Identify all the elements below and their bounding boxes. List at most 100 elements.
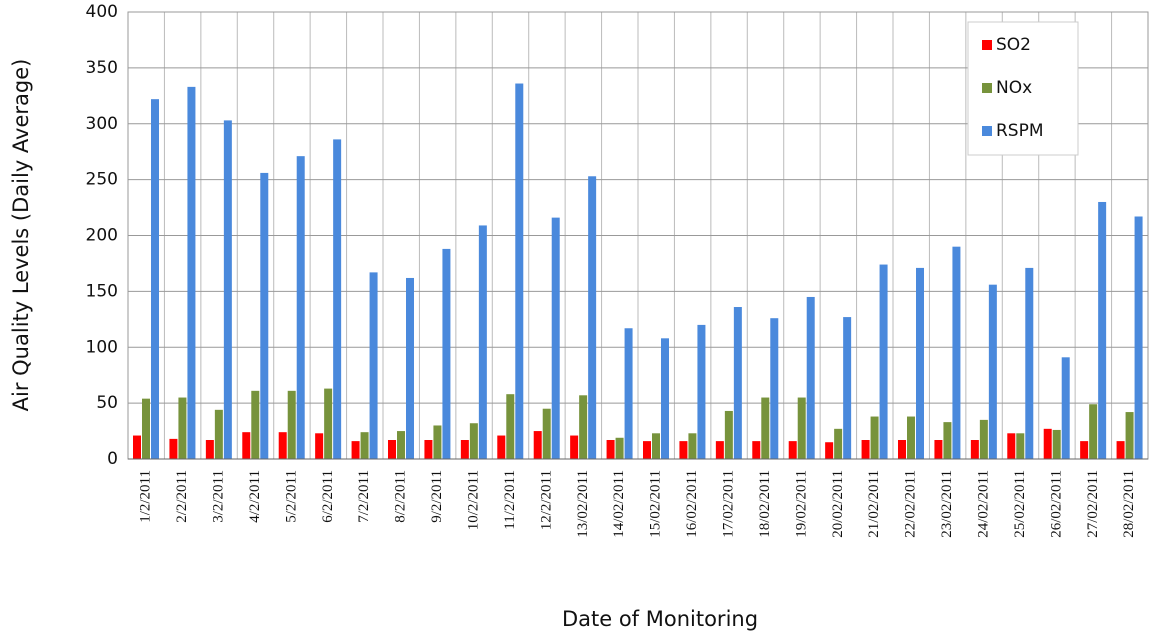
bar (187, 86, 196, 459)
bar (551, 217, 560, 459)
bar (733, 307, 742, 459)
y-tick-label: 300 (86, 114, 118, 134)
bar (469, 423, 478, 459)
bar (1089, 404, 1098, 459)
legend-swatch (982, 40, 992, 50)
legend-label: RSPM (996, 121, 1044, 141)
y-tick-label: 200 (86, 226, 118, 246)
bar (214, 409, 223, 459)
x-tick-label: 1/2/2011 (138, 470, 154, 523)
x-tick-label: 5/2/2011 (283, 470, 299, 523)
bar (388, 440, 396, 459)
x-tick-label: 10/2/2011 (466, 470, 482, 530)
bar (797, 397, 806, 459)
bar (652, 433, 660, 459)
bar (825, 442, 834, 459)
bar (497, 435, 506, 459)
bar (133, 435, 141, 459)
bar (151, 99, 159, 459)
x-tick-label: 2/2/2011 (174, 470, 190, 523)
bar (478, 225, 487, 459)
legend-swatch (982, 126, 992, 136)
bar (169, 438, 178, 459)
y-tick-label: 350 (86, 58, 118, 78)
x-tick-label: 24/02/2011 (976, 470, 992, 538)
x-tick-label: 27/02/2011 (1085, 470, 1101, 538)
x-axis-title: Date of Monitoring (562, 607, 758, 631)
bar (296, 156, 305, 459)
legend-label: SO2 (996, 35, 1031, 55)
bar (142, 398, 150, 459)
bar (570, 435, 579, 459)
legend-label: NOx (996, 78, 1032, 98)
bar (442, 248, 451, 459)
legend-swatch (982, 83, 992, 93)
x-tick-label: 17/02/2011 (721, 470, 737, 538)
x-tick-label: 7/2/2011 (356, 470, 372, 523)
bar (278, 432, 287, 459)
bar (988, 284, 997, 459)
bar (397, 431, 405, 459)
bar (542, 408, 551, 459)
bar (588, 176, 597, 459)
x-tick-label: 23/02/2011 (939, 470, 955, 538)
bar (870, 416, 879, 459)
x-tick-label: 25/02/2011 (1012, 470, 1028, 538)
x-tick-label: 3/2/2011 (211, 470, 227, 523)
x-tick-label: 12/2/2011 (538, 470, 554, 530)
bar (606, 440, 615, 459)
bar (433, 425, 442, 459)
bar (979, 419, 988, 459)
bar (1025, 267, 1034, 459)
bar (1052, 429, 1061, 459)
bar (324, 388, 333, 459)
bar (1134, 216, 1143, 459)
y-axis-title: Air Quality Levels (Daily Average) (9, 59, 33, 412)
x-tick-label: 22/02/2011 (903, 470, 919, 538)
bar (1125, 412, 1134, 459)
x-tick-label: 21/02/2011 (866, 470, 882, 538)
bar (643, 441, 651, 459)
bar (843, 317, 852, 459)
y-tick-label: 150 (86, 281, 118, 301)
bar (752, 441, 761, 459)
bar (369, 272, 378, 459)
x-tick-label: 9/2/2011 (429, 470, 445, 523)
bar (260, 172, 269, 460)
y-tick-label: 50 (96, 393, 118, 413)
bar (1080, 441, 1089, 459)
bar (506, 394, 515, 459)
bar (861, 440, 870, 459)
bar (661, 338, 669, 459)
bar (916, 267, 924, 459)
bar (788, 441, 797, 459)
x-tick-label: 15/02/2011 (648, 470, 664, 538)
bar (1098, 201, 1107, 459)
bar (761, 397, 770, 459)
bar (970, 440, 979, 459)
bar (615, 437, 624, 459)
bar (898, 440, 906, 459)
bar (879, 264, 888, 459)
bar (943, 422, 952, 459)
x-tick-label: 11/2/2011 (502, 470, 518, 530)
bar (205, 440, 214, 459)
x-tick-label: 28/02/2011 (1121, 470, 1137, 538)
bar (697, 324, 706, 459)
bar (515, 83, 524, 460)
x-tick-label: 19/02/2011 (793, 470, 809, 538)
y-tick-label: 100 (86, 337, 118, 357)
bar (251, 390, 260, 459)
bar (579, 395, 588, 459)
x-tick-label: 26/02/2011 (1048, 470, 1064, 538)
bar (351, 441, 360, 459)
bar (1016, 433, 1025, 459)
bar (360, 432, 369, 459)
bar (460, 440, 469, 459)
bar (406, 277, 414, 459)
x-tick-label: 6/2/2011 (320, 470, 336, 523)
x-tick-label: 8/2/2011 (393, 470, 409, 523)
bar (1043, 428, 1052, 459)
x-tick-label: 18/02/2011 (757, 470, 773, 538)
